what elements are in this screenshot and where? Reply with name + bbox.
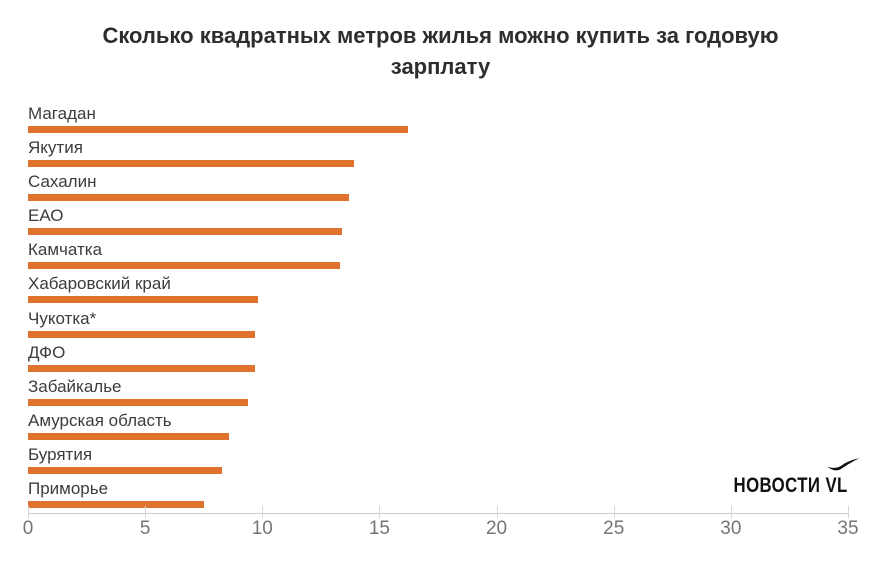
bar-row: Забайкалье [28,377,848,411]
bar-row: Сахалин [28,172,848,206]
x-axis-tick-label: 0 [22,518,34,539]
bar-row: ДФО [28,343,848,377]
category-label: Амурская область [28,410,172,430]
chart-title: Сколько квадратных метров жилья можно ку… [0,20,881,82]
category-label: Хабаровский край [28,274,171,294]
category-label: Чукотка* [28,308,97,328]
bar-row: Чукотка* [28,309,848,343]
x-axis-tick [262,506,264,518]
bar-row: Якутия [28,138,848,172]
value-bar[interactable] [28,160,354,168]
value-bar[interactable] [28,262,340,270]
x-axis-tick-label: 10 [251,518,273,539]
x-axis-tick [730,506,732,518]
category-label: Бурятия [28,444,93,464]
category-label: Камчатка [28,240,103,260]
novosti-vl-logo-text: НОВОСТИ VL [733,474,848,497]
category-label: ДФО [28,342,66,362]
bar-row: ЕАО [28,206,848,240]
bar-row: Приморье [28,479,848,513]
bar-row: Камчатка [28,240,848,274]
category-label: Забайкалье [28,376,122,396]
value-bar[interactable] [28,398,249,406]
x-axis-tick-label: 25 [603,518,625,539]
bar-row: Амурская область [28,411,848,445]
value-bar[interactable] [28,466,223,474]
seagull-icon [827,458,860,471]
value-bar[interactable] [28,501,204,509]
value-bar[interactable] [28,194,349,202]
x-axis-tick [379,506,381,518]
novosti-vl-logo: НОВОСТИ VL [728,457,860,497]
bar-row: Бурятия [28,445,848,479]
chart-title-line-1: Сколько квадратных метров жилья можно ку… [102,23,779,48]
x-axis-tick [28,506,29,518]
value-bar[interactable] [28,228,342,236]
x-axis-tick-label: 30 [720,518,742,539]
bar-chart: Магадан Якутия Сахалин ЕАО Камчатка Хаба… [28,104,848,513]
x-axis-tick-label: 20 [485,518,508,539]
value-bar[interactable] [28,432,230,440]
x-axis-tick [496,506,498,518]
value-bar[interactable] [28,330,256,338]
value-bar[interactable] [28,126,408,133]
value-bar[interactable] [28,296,258,304]
category-label: Магадан [28,104,96,123]
x-axis-tick-label: 5 [139,518,151,539]
x-axis-tick [848,506,849,518]
value-bar[interactable] [28,364,256,372]
category-label: ЕАО [28,206,64,226]
chart-title-line-2: зарплату [390,54,491,79]
category-label: Якутия [28,138,83,158]
x-axis-tick [145,506,147,518]
x-axis-tick [613,506,615,518]
bar-row: Магадан [28,104,848,138]
category-label: Приморье [28,479,109,499]
x-axis-tick-label: 35 [837,518,859,539]
bar-row: Хабаровский край [28,274,848,308]
x-axis-line [28,513,848,514]
x-axis-tick-label: 15 [368,518,390,539]
category-label: Сахалин [28,172,97,192]
